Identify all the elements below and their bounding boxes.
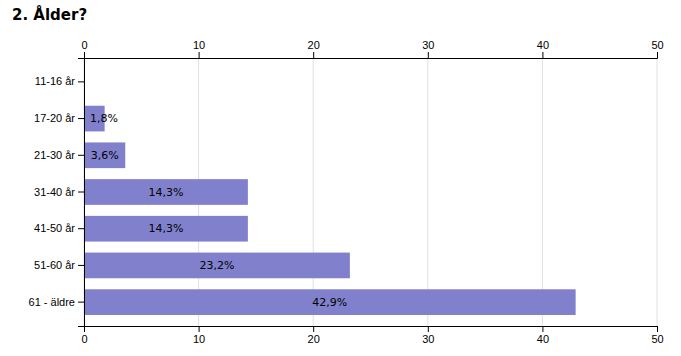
tick-label: 21-30 år (34, 149, 75, 161)
tick: 31-40 år (34, 186, 84, 198)
data-label: 23,2% (199, 259, 234, 272)
bar (84, 216, 248, 242)
x-axis-top: 0 10 20 30 40 50 (81, 39, 663, 59)
tick: 20 (308, 39, 320, 58)
bar (84, 253, 350, 279)
grid-line (427, 58, 428, 326)
tick-mark (199, 52, 200, 58)
tick: 10 (193, 326, 205, 345)
tick-label: 0 (81, 39, 87, 51)
tick-mark (78, 265, 84, 266)
tick: 30 (422, 39, 434, 58)
data-label: 3,6% (91, 149, 119, 162)
tick-label: 40 (537, 333, 549, 345)
title: 2. Ålder? (12, 5, 87, 24)
grid-line (542, 58, 543, 326)
tick-label: 40 (537, 39, 549, 51)
tick-mark (78, 118, 84, 119)
tick: 0 (81, 39, 87, 58)
tick: 51-60 år (34, 259, 84, 271)
x-axis-top-line (85, 52, 658, 59)
y-axis-line (78, 59, 85, 327)
tick-mark (542, 52, 543, 58)
tick-label: 31-40 år (34, 186, 75, 198)
x-axis-bottom: 0 10 20 30 40 50 (81, 326, 663, 345)
tick: 0 (81, 326, 87, 345)
tick: 11-16 år (35, 75, 84, 87)
tick: 17-20 år (34, 112, 84, 124)
bars (84, 106, 576, 315)
grid-line (313, 58, 314, 326)
grid-line (657, 58, 658, 326)
data-label: 1,8% (90, 112, 118, 125)
tick-label: 11-16 år (35, 75, 75, 87)
tick-mark (84, 52, 85, 58)
tick-label: 41-50 år (34, 222, 75, 234)
x-axis-bottom-line (85, 327, 658, 333)
y-axis: 11-16 år 17-20 år 21-30 år 31-40 år 41-50 år… (29, 59, 85, 327)
chart-svg: 2. Ålder? 1,8% 3,6% 14,3% 14,3% 23,2% 42,9% 0 10… (0, 0, 681, 356)
tick-mark (657, 326, 658, 332)
data-label: 42,9% (312, 296, 347, 309)
tick: 21-30 år (34, 149, 84, 161)
tick-mark (199, 326, 200, 332)
tick-label: 50 (651, 39, 663, 51)
tick-label: 10 (193, 39, 205, 51)
bar (84, 142, 125, 168)
tick-label: 30 (422, 39, 434, 51)
tick-label: 17-20 år (34, 112, 75, 124)
tick-mark (78, 192, 84, 193)
tick-mark (428, 52, 429, 58)
chart-container: 2. Ålder? 1,8% 3,6% 14,3% 14,3% 23,2% 42,9% 0 10… (0, 0, 681, 356)
tick-mark (78, 302, 84, 303)
tick-label: 30 (422, 333, 434, 345)
tick-mark (78, 155, 84, 156)
tick: 20 (308, 326, 320, 345)
tick: 50 (651, 39, 663, 58)
tick-mark (657, 52, 658, 58)
tick: 61 - äldre (29, 296, 84, 308)
tick-mark (78, 81, 84, 82)
tick-label: 10 (193, 333, 205, 345)
tick-mark (313, 326, 314, 332)
tick-label: 0 (81, 333, 87, 345)
tick-label: 50 (651, 333, 663, 345)
tick-mark (313, 52, 314, 58)
tick-mark (542, 326, 543, 332)
tick: 41-50 år (34, 222, 84, 234)
data-labels: 1,8% 3,6% 14,3% 14,3% 23,2% 42,9% (90, 112, 347, 309)
tick: 50 (651, 326, 663, 345)
data-label: 14,3% (148, 222, 183, 235)
bar (84, 179, 248, 205)
tick-label: 51-60 år (34, 259, 75, 271)
tick-label: 20 (308, 39, 320, 51)
tick: 10 (193, 39, 205, 58)
tick: 40 (537, 326, 549, 345)
data-label: 14,3% (148, 186, 183, 199)
tick-mark (428, 326, 429, 332)
tick: 30 (422, 326, 434, 345)
bar (84, 289, 576, 315)
tick-mark (78, 228, 84, 229)
tick-label: 20 (308, 333, 320, 345)
plot: 1,8%3,6%14,3%14,3%23,2%42,9%010203040500… (29, 39, 664, 345)
tick: 40 (537, 39, 549, 58)
grid (84, 58, 657, 326)
tick-label: 61 - äldre (29, 296, 75, 308)
